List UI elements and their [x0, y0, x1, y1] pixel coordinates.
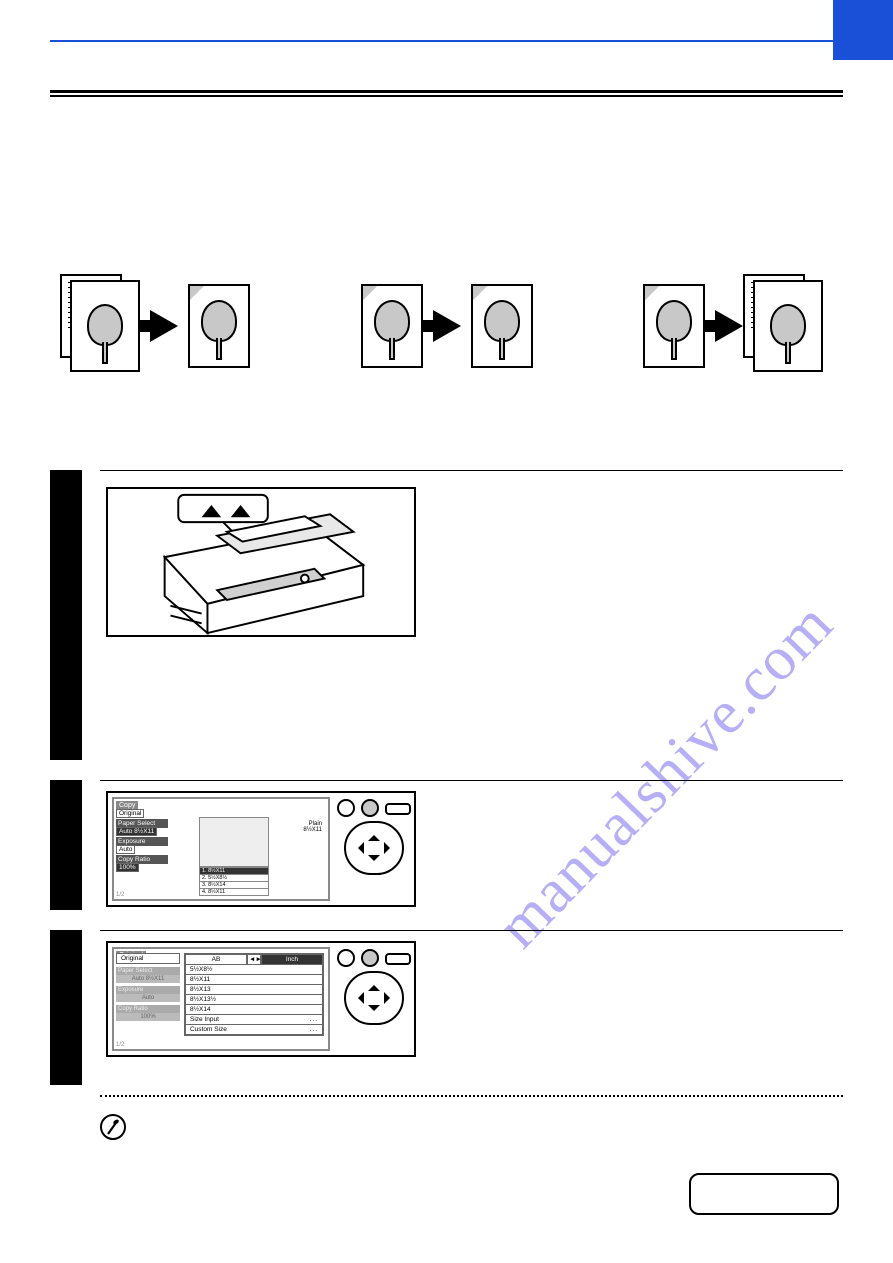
tray-item[interactable]: 4. 8½X11 [199, 889, 269, 896]
copy-ratio-value[interactable]: 100% [116, 863, 139, 872]
diagram-group-2 [361, 284, 533, 368]
ok-button[interactable] [361, 949, 379, 967]
size-option[interactable]: 8½X13 [185, 985, 323, 995]
dimmed-menu: Original Paper Select Auto 8½X11 Exposur… [116, 953, 180, 1037]
right-arrow-icon [384, 992, 396, 1004]
tray-item[interactable]: 1. 8½X11 [199, 867, 269, 875]
note-icon [100, 1114, 126, 1140]
custom-size-option[interactable]: Custom Size ... [185, 1025, 323, 1035]
arrow-right-icon [433, 310, 461, 342]
lcd-screen: Copy Original Paper Select Auto 8½X11 Ex… [112, 797, 330, 901]
tray-item[interactable]: 3. 8½X14 [199, 882, 269, 889]
up-arrow-icon [368, 829, 380, 841]
diagram-group-3 [643, 280, 823, 372]
dotted-separator [100, 1095, 843, 1097]
size-option[interactable]: 8½X14 [185, 1005, 323, 1015]
down-arrow-icon [368, 855, 380, 867]
output-stack [753, 280, 823, 372]
manual-page: manualshive.com [0, 0, 893, 1263]
navigation-pad [334, 793, 414, 905]
d-pad[interactable] [344, 821, 404, 875]
back-button[interactable] [337, 949, 355, 967]
right-arrow-icon [384, 842, 396, 854]
original-stack [70, 280, 140, 372]
control-panel-step2: Copy Original Paper Select Auto 8½X11 Ex… [106, 791, 416, 907]
up-arrow-icon [368, 979, 380, 991]
original-button[interactable]: Original [116, 809, 144, 818]
output-page [188, 284, 250, 368]
title-rule [50, 90, 843, 97]
left-arrow-icon [352, 992, 364, 1004]
arrow-right-icon [715, 310, 743, 342]
paper-select-value[interactable]: Auto 8½X11 [116, 827, 157, 836]
step-number-bar [50, 470, 82, 760]
size-input-option[interactable]: Size Input ... [185, 1015, 323, 1025]
copy-mode-diagrams [70, 280, 823, 372]
step-number-bar [50, 930, 82, 1085]
left-arrow-icon [352, 842, 364, 854]
exposure-value[interactable]: Auto [116, 845, 135, 854]
menu-button[interactable] [385, 953, 411, 965]
step-1 [50, 470, 843, 760]
section-tab [833, 0, 893, 60]
original-page [361, 284, 423, 368]
navigation-pad [334, 943, 414, 1055]
control-panel-step3: Original Original Paper Select Auto 8½X1… [106, 941, 416, 1057]
size-option[interactable]: 8½X13½ [185, 995, 323, 1005]
tab-ab[interactable]: AB [185, 954, 247, 965]
page-indicator: 1/2 [116, 892, 124, 898]
original-page [643, 284, 705, 368]
copier-graphic-icon [199, 817, 269, 867]
size-popup: AB ◄► Inch 5½X8½ 8½X11 8½X13 8½X13½ 8½X1… [184, 953, 324, 1036]
ok-button[interactable] [361, 799, 379, 817]
lcd-screen: Original Original Paper Select Auto 8½X1… [112, 947, 330, 1051]
menu-button[interactable] [385, 803, 411, 815]
tray-item[interactable]: 2. 5½X8½ [199, 875, 269, 882]
page-indicator: 1/2 [116, 1042, 124, 1048]
printer-illustration [106, 487, 416, 637]
down-arrow-icon [368, 1005, 380, 1017]
original-button: Original [116, 953, 180, 964]
tray-list: 1. 8½X11 2. 5½X8½ 3. 8½X14 4. 8½X11 [199, 867, 269, 896]
back-button[interactable] [337, 799, 355, 817]
step-2: Copy Original Paper Select Auto 8½X11 Ex… [50, 780, 843, 910]
arrow-right-icon [150, 310, 178, 342]
contents-button[interactable] [689, 1173, 839, 1215]
step-number-bar [50, 780, 82, 910]
output-page [471, 284, 533, 368]
size-option[interactable]: 5½X8½ [185, 965, 323, 975]
paper-type-indicator: Plain 8½X11 [303, 821, 322, 833]
tab-inch[interactable]: Inch [261, 954, 323, 965]
d-pad[interactable] [344, 971, 404, 1025]
step-3: Original Original Paper Select Auto 8½X1… [50, 930, 843, 1085]
top-rule [50, 40, 843, 42]
size-option[interactable]: 8½X11 [185, 975, 323, 985]
diagram-group-1 [70, 280, 250, 372]
